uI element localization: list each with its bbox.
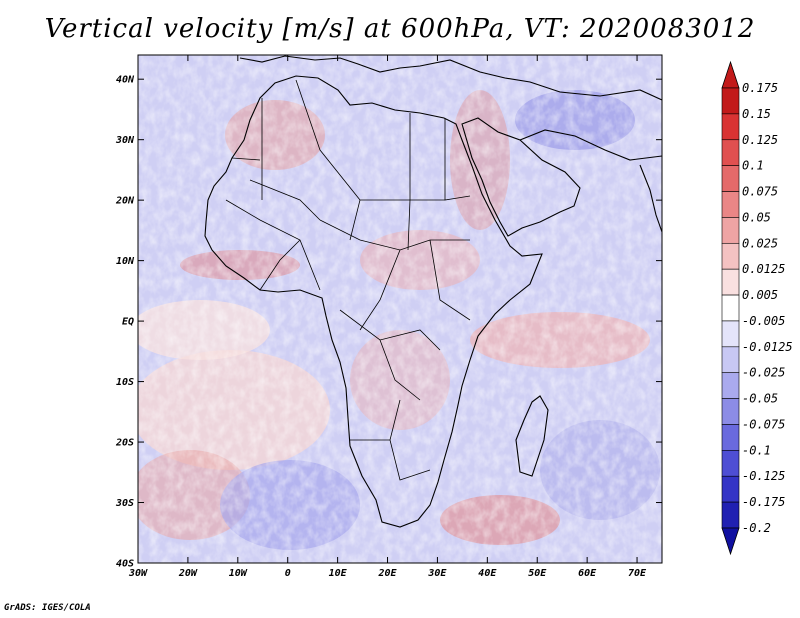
colorbar-swatch — [721, 87, 740, 115]
madagascar-outline — [515, 395, 549, 477]
country-borders — [225, 79, 471, 481]
colorbar-swatch — [721, 165, 740, 192]
colorbar-label: -0.05 — [742, 392, 778, 406]
colorbar: 0.175 0.15 0.125 0.1 0.075 0.05 0.025 0.0125 0.0… — [721, 60, 793, 556]
colorbar-label: 0.175 — [742, 81, 778, 95]
lat-label-10s: 10S — [116, 377, 134, 388]
colorbar-swatch — [721, 372, 740, 399]
colorbar-label: -0.025 — [742, 366, 785, 380]
colorbar-label: -0.125 — [742, 469, 785, 483]
colorbar-swatch — [721, 294, 740, 322]
africa-outline — [204, 75, 543, 528]
lat-label-40s: 40S — [116, 559, 134, 570]
lon-label-10w: 10W — [229, 568, 248, 579]
colorbar-swatch — [721, 424, 740, 451]
colorbar-swatch — [721, 450, 740, 477]
colorbar-label: -0.1 — [742, 443, 771, 457]
colorbar-label: 0.1 — [742, 159, 764, 173]
colorbar-label: -0.175 — [742, 495, 785, 509]
colorbar-top-triangle — [721, 60, 740, 89]
lon-label-20w: 20W — [178, 568, 198, 579]
colorbar-label: -0.075 — [742, 417, 785, 431]
lat-label-20n: 20N — [115, 196, 135, 207]
axis-ticks — [137, 55, 662, 564]
colorbar-swatch — [721, 242, 740, 270]
lat-label-40n: 40N — [116, 75, 135, 86]
colorbar-label: 0.05 — [742, 210, 771, 224]
lon-label-0: 0 — [285, 568, 291, 579]
colorbar-label: 0.075 — [742, 185, 778, 199]
plot-frame — [137, 54, 663, 564]
lat-label-20s: 20S — [115, 438, 134, 449]
europe-outline — [239, 55, 662, 101]
colorbar-swatch — [721, 191, 740, 218]
colorbar-bottom-triangle — [721, 527, 740, 556]
map-title: Vertical velocity [m/s] at 600hPa, VT: 2… — [44, 14, 756, 44]
colorbar-label: 0.0125 — [742, 262, 785, 276]
lon-label-30w: 30W — [128, 568, 148, 579]
colorbar-label: 0.125 — [742, 133, 778, 147]
lon-label-70e: 70E — [628, 568, 647, 579]
colorbar-label: 0.15 — [742, 107, 771, 121]
lat-label-30n: 30N — [115, 135, 135, 146]
longitude-labels: 30W 20W 10W 0 10E 20E 30E 40E 50E 60E 70E — [128, 568, 647, 579]
colorbar-swatch — [721, 268, 740, 296]
colorbar-label: -0.0125 — [742, 340, 793, 354]
velocity-field — [138, 55, 662, 563]
colorbar-swatch — [721, 217, 740, 244]
colorbar-swatch — [721, 346, 740, 374]
colorbar-label: -0.2 — [742, 521, 771, 535]
colorbar-swatch — [721, 139, 740, 166]
latitude-labels: 40N 30N 20N 10N EQ 10S 20S 30S 40S — [115, 75, 135, 570]
lat-label-30s: 30S — [115, 498, 134, 509]
lat-label-eq: EQ — [122, 317, 134, 328]
lat-label-10n: 10N — [116, 256, 135, 267]
colorbar-swatch — [721, 501, 740, 529]
grads-credit: GrADS: IGES/COLA — [4, 603, 91, 613]
lon-label-60e: 60E — [578, 568, 597, 579]
lon-label-10e: 10E — [329, 568, 348, 579]
colorbar-label: -0.005 — [742, 314, 785, 328]
lon-label-40e: 40E — [478, 568, 497, 579]
india-coast — [639, 164, 662, 233]
coastlines — [204, 55, 662, 528]
iran-coast — [519, 129, 662, 161]
colorbar-swatch — [721, 475, 740, 503]
lon-label-20e: 20E — [377, 568, 397, 579]
lon-label-30e: 30E — [427, 568, 447, 579]
colorbar-swatch — [721, 398, 740, 425]
colorbar-swatch — [721, 320, 740, 348]
lon-label-50e: 50E — [528, 568, 547, 579]
colorbar-swatch — [721, 113, 740, 141]
arabia-outline — [461, 117, 581, 237]
colorbar-label: 0.025 — [742, 236, 778, 250]
colorbar-label: 0.005 — [742, 288, 778, 302]
